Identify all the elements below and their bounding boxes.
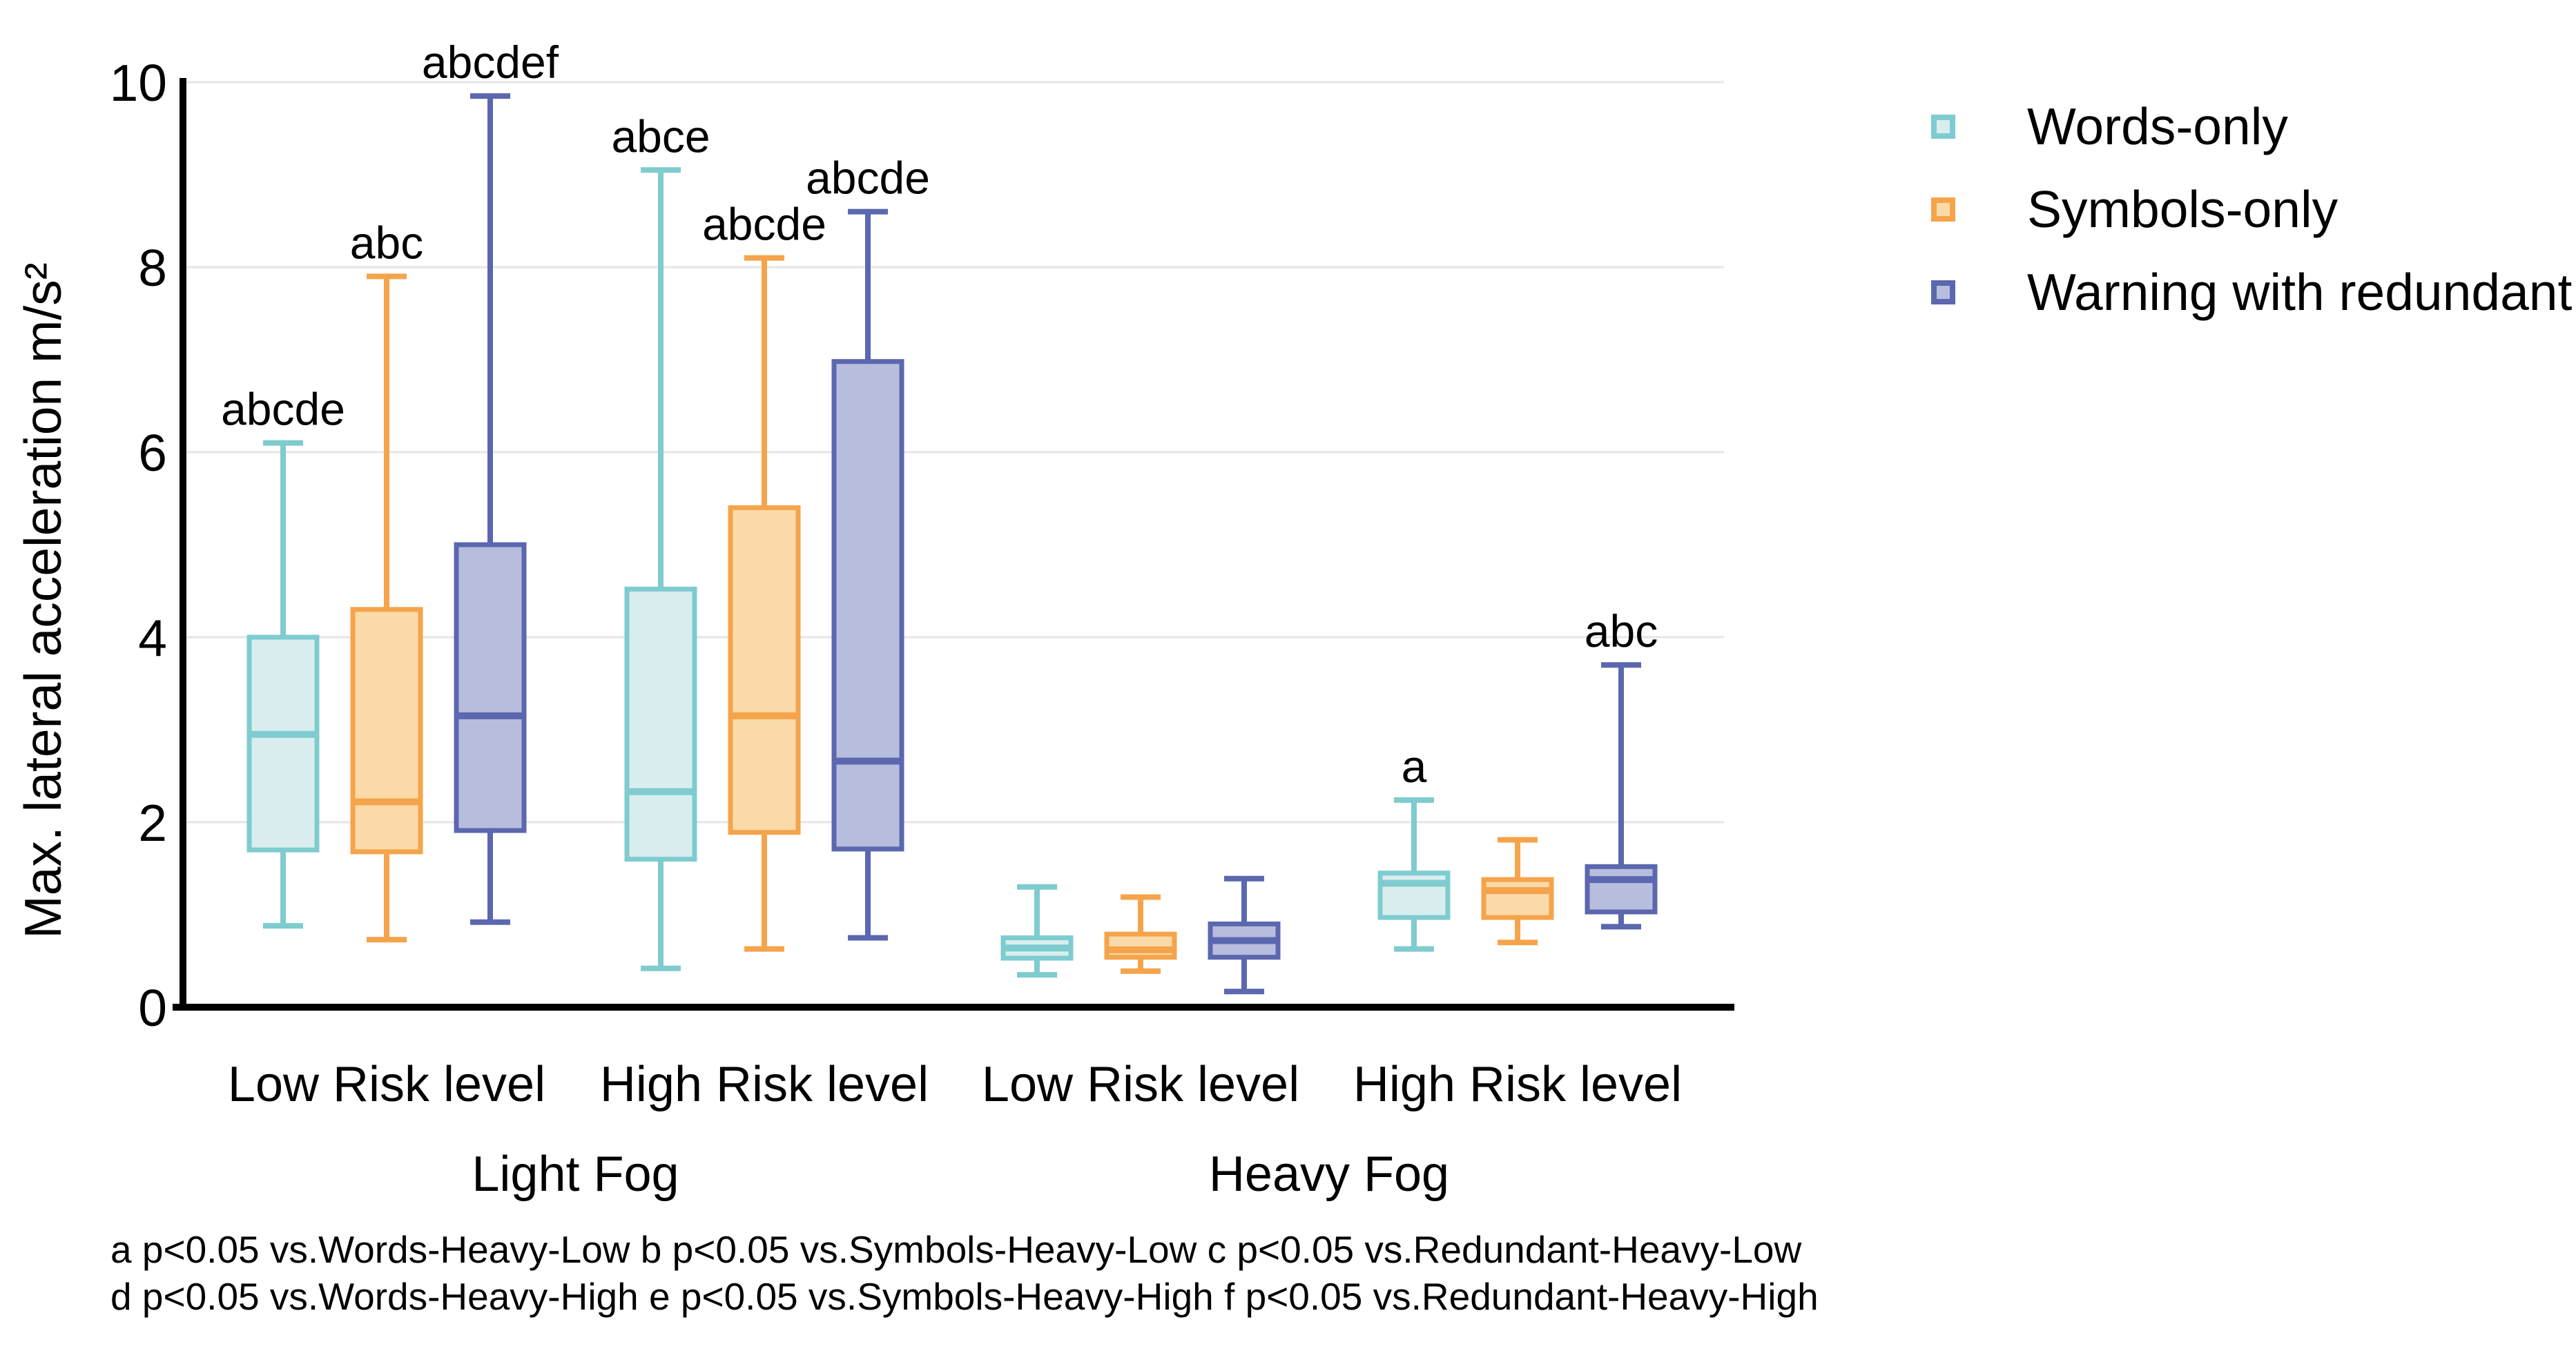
footnote-line-2: d p<0.05 vs.Words-Heavy-High e p<0.05 vs… [110,1275,1819,1318]
legend: Words-only Symbols-only Warning with red… [1931,97,2572,321]
legend-item-words-only: Words-only [1931,97,2572,155]
significance-label: abc [1585,605,1658,657]
box-iqr [624,586,697,862]
fog-group-label: Heavy Fog [1209,1147,1449,1202]
legend-item-symbols-only: Symbols-only [1931,180,2572,238]
legend-label-warning-redundant: Warning with redundant [2027,263,2573,321]
x-category-label: High Risk level [600,1057,929,1112]
box-iqr [1481,877,1554,920]
y-tick-label: 10 [110,54,167,112]
box-iqr [1585,864,1658,915]
box-iqr [246,634,320,853]
significance-label: abcde [702,199,826,250]
x-category-label: Low Risk level [228,1057,545,1112]
footnote-line-1: a p<0.05 vs.Words-Heavy-Low b p<0.05 vs.… [110,1228,1802,1271]
significance-label: abc [350,217,423,268]
box-iqr [350,607,423,855]
significance-label: abce [611,110,710,162]
symbols-only-swatch-icon [1931,197,1955,222]
y-tick-label: 0 [138,979,167,1037]
y-tick-label: 2 [138,794,167,852]
y-tick-label: 8 [138,239,167,297]
legend-label-symbols-only: Symbols-only [2027,180,2338,238]
box-iqr [454,542,527,833]
y-tick-label: 4 [138,609,167,667]
box-iqr [728,505,801,835]
significance-label: abcde [806,153,930,204]
x-category-label: High Risk level [1353,1057,1682,1112]
footnote: a p<0.05 vs.Words-Heavy-Low b p<0.05 vs.… [110,1226,1819,1320]
y-tick-label: 6 [138,424,167,482]
legend-item-warning-redundant: Warning with redundant [1931,263,2572,321]
words-only-swatch-icon [1931,114,1955,139]
significance-label: a [1402,741,1427,792]
warning-redundant-swatch-icon [1931,280,1955,304]
significance-label: abcde [221,384,345,435]
significance-label: abcdef [422,37,559,88]
legend-label-words-only: Words-only [2027,97,2288,155]
box-iqr [831,359,904,852]
x-category-label: Low Risk level [982,1057,1299,1112]
box-iqr [1104,931,1177,960]
fog-group-label: Light Fog [472,1147,679,1202]
box-iqr [1377,871,1451,920]
